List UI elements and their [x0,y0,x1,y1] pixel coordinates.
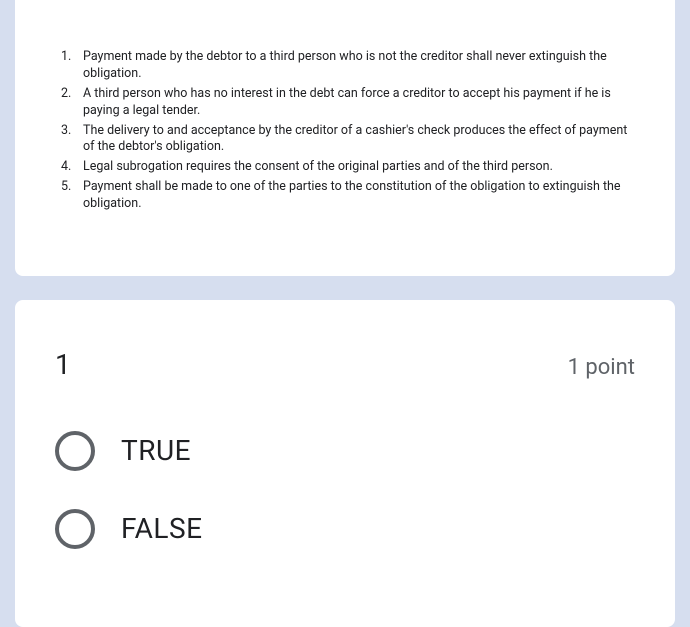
radio-icon [55,509,95,549]
question-header: 1 1 point [55,348,635,381]
option-label: FALSE [121,512,203,545]
option-false[interactable]: FALSE [55,509,635,549]
instructions-list: Payment made by the debtor to a third pe… [55,49,635,213]
question-points: 1 point [568,355,635,380]
instruction-item: The delivery to and acceptance by the cr… [83,123,635,157]
instruction-item: Legal subrogation requires the consent o… [83,159,635,176]
option-true[interactable]: TRUE [55,431,635,471]
instruction-item: Payment shall be made to one of the part… [83,179,635,213]
question-card: 1 1 point TRUE FALSE [15,300,675,627]
radio-icon [55,431,95,471]
instruction-item: Payment made by the debtor to a third pe… [83,49,635,83]
instructions-card: Payment made by the debtor to a third pe… [15,0,675,276]
question-number: 1 [55,348,71,381]
instruction-item: A third person who has no interest in th… [83,86,635,120]
option-label: TRUE [121,434,191,467]
